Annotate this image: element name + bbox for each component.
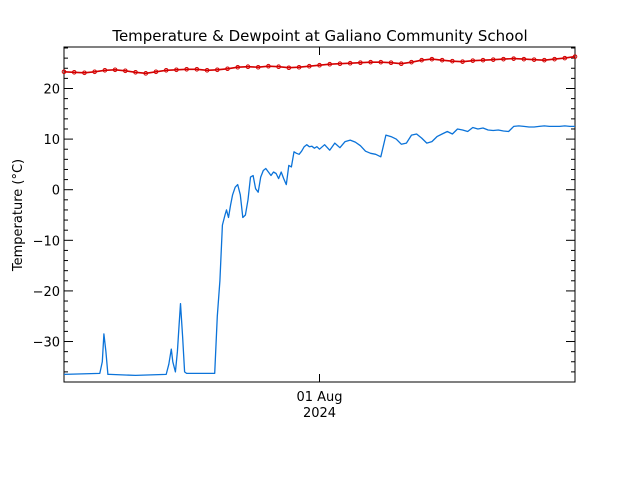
series-temperature-point: [490, 57, 496, 62]
series-temperature-point: [286, 65, 292, 71]
series-temperature-point: [521, 56, 527, 62]
series-temperature-point: [429, 56, 435, 62]
series-temperature-point: [184, 66, 189, 72]
series-temperature-point: [92, 69, 97, 75]
series-temperature-point: [531, 57, 537, 62]
series-temperature-point: [306, 63, 312, 69]
series-temperature-point: [225, 66, 230, 72]
x-tick-label: 01 Aug: [296, 390, 342, 405]
series-temperature-point: [398, 61, 404, 66]
series-temperature-point: [112, 67, 118, 73]
series-temperature-point: [102, 67, 108, 73]
series-temperature-point: [368, 59, 373, 65]
series-temperature-point: [194, 66, 200, 72]
x-tick-sublabel: 2024: [303, 406, 336, 421]
y-tick-label: 10: [43, 133, 60, 148]
series-temperature-point: [123, 68, 128, 74]
series-temperature-point: [255, 64, 261, 70]
series-temperature-point: [388, 60, 394, 65]
series-temperature-point: [460, 59, 465, 64]
series-dewpoint-line: [63, 125, 575, 377]
series-temperature-point: [317, 62, 322, 68]
series-temperature-point: [378, 59, 384, 65]
series-temperature-point: [470, 58, 476, 63]
series-temperature-point: [266, 63, 271, 69]
series-temperature-point: [245, 64, 251, 70]
series-temperature-point: [327, 61, 333, 67]
series-temperature-point: [552, 56, 557, 62]
series-temperature-point: [204, 67, 210, 73]
series-temperature-point: [215, 67, 220, 73]
series-temperature-point: [439, 57, 445, 63]
y-tick-label: −10: [33, 234, 60, 249]
chart-title: Temperature & Dewpoint at Galiano Commun…: [111, 27, 527, 45]
series-temperature-point: [562, 55, 568, 61]
y-tick-label: −30: [33, 336, 60, 351]
series-temperature-point: [276, 64, 281, 70]
series-temperature-point: [82, 70, 87, 76]
series-temperature-point: [143, 71, 149, 76]
series-temperature-point: [174, 67, 179, 73]
y-axis: 20 10 0 −10 −20 −30: [33, 82, 575, 351]
y-tick-label: 20: [43, 82, 60, 97]
series-temperature-line: [63, 55, 576, 75]
series-temperature-point: [133, 70, 138, 75]
series-temperature-point: [235, 64, 241, 70]
series-temperature-point: [347, 60, 353, 66]
series-temperature-point: [480, 57, 486, 63]
series-temperature-point: [450, 58, 455, 64]
minor-ticks: [64, 47, 575, 383]
series-temperature-point: [542, 57, 547, 63]
series-temperature-point: [501, 56, 506, 62]
series-layer: [61, 54, 578, 377]
series-temperature-point: [358, 60, 363, 65]
plot-area-frame: [63, 46, 576, 383]
series-temperature-point: [61, 69, 67, 75]
y-axis-label: Temperature (°C): [11, 159, 26, 272]
series-temperature-point: [337, 61, 343, 66]
series-temperature-point: [153, 69, 159, 75]
series-temperature-point: [296, 64, 302, 70]
series-temperature-point: [163, 67, 169, 73]
y-tick-label: −20: [33, 285, 60, 300]
series-temperature-point: [419, 57, 425, 63]
y-tick-label: 0: [52, 184, 60, 199]
series-temperature-point: [71, 70, 77, 75]
series-temperature-point: [572, 54, 578, 59]
series-temperature-point: [409, 59, 414, 65]
series-temperature-point: [511, 56, 516, 61]
